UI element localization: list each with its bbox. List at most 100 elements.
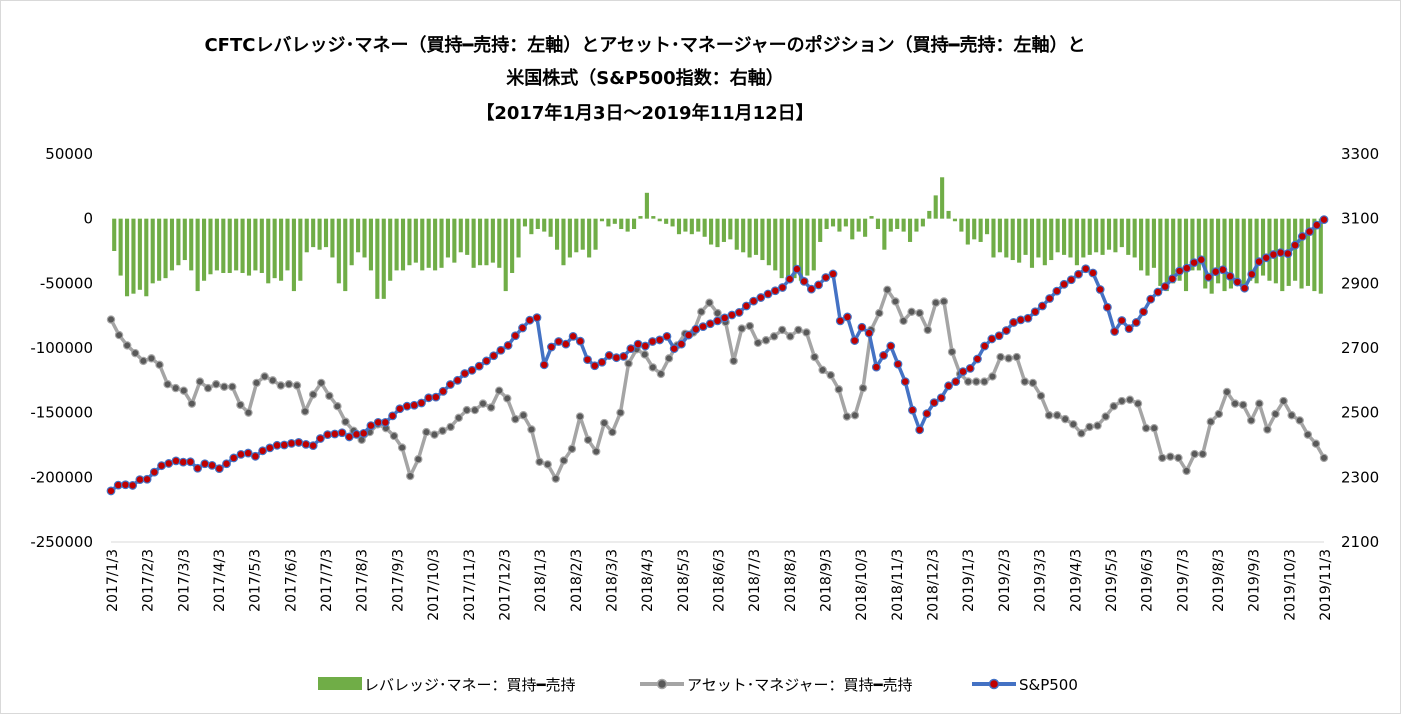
leverage-money-bar [477, 218, 483, 266]
asset-manager-point [915, 308, 924, 318]
asset-manager-point [494, 386, 504, 395]
y-right-tick-label: 3300 [1341, 145, 1379, 163]
leverage-money-bar [612, 218, 617, 224]
leverage-money-bar [497, 218, 502, 268]
sp500-point [893, 359, 903, 369]
leverage-money-bar [1094, 218, 1099, 253]
leverage-money-bar [458, 218, 463, 253]
sp500-point [1182, 263, 1192, 273]
asset-manager-point [1036, 391, 1046, 401]
sp500-point [1276, 248, 1286, 258]
asset-manager-point [1206, 417, 1215, 426]
asset-manager-point [397, 443, 407, 452]
leverage-money-bar [843, 218, 848, 227]
sp500-point [626, 344, 636, 354]
chart-title-line-1: CFTCレバレッジ･マネー（買持━売持：左軸）とアセット･マネージャーのポジショ… [204, 34, 1085, 56]
sp500-point [1124, 324, 1134, 334]
sp500-point [323, 430, 333, 440]
leverage-money-bar [914, 218, 919, 232]
asset-manager-point [1190, 449, 1199, 459]
sp500-point [474, 361, 484, 371]
leverage-money-bar [1318, 218, 1323, 294]
asset-manager-point [640, 350, 649, 359]
sp500-point [1088, 268, 1098, 278]
sp500-point [1240, 283, 1249, 293]
asset-manager-point [777, 325, 787, 335]
sp500-point [1038, 301, 1047, 311]
leverage-money-bar [683, 218, 688, 232]
x-tick-label: 2017/12/3 [497, 549, 513, 621]
leverage-money-bar [1171, 218, 1176, 284]
leverage-money-bar [670, 218, 675, 227]
x-tick-label: 2018/7/3 [747, 549, 763, 612]
sp500-point [1016, 315, 1026, 325]
leverage-money-bar [972, 218, 977, 240]
sp500-point [1023, 313, 1033, 323]
leverage-money-bar [1203, 218, 1208, 289]
sp500-point [222, 459, 231, 469]
sp500-point [417, 398, 426, 408]
asset-manager-point [1020, 377, 1029, 386]
asset-manager-point [470, 405, 480, 415]
sp500-point [106, 486, 116, 496]
asset-manager-point [875, 308, 884, 318]
x-tick-label: 2019/5/3 [1104, 549, 1120, 612]
leverage-money-bar [901, 218, 906, 232]
leverage-money-bar [773, 218, 778, 271]
leverage-money-bar [715, 218, 720, 248]
sp500-point [1059, 279, 1069, 289]
sp500-point [308, 441, 318, 451]
leverage-money-bar [625, 218, 630, 232]
sp500-point [121, 480, 130, 490]
sp500-point [1204, 272, 1213, 282]
y-right-tick-label: 2500 [1341, 404, 1379, 422]
sp500-point [828, 269, 838, 279]
asset-manager-point [551, 474, 560, 483]
x-tick-label: 2017/2/3 [141, 549, 157, 612]
sp500-point [207, 460, 217, 470]
leverage-money-bar [323, 218, 329, 248]
legend-label-asset-manager: アセット･マネジャー：買持━売持 [687, 676, 912, 694]
asset-manager-point [1214, 409, 1224, 419]
sp500-point [1110, 327, 1120, 336]
asset-manager-point [972, 377, 981, 386]
sp500-point [1081, 264, 1091, 274]
leverage-money-bar [227, 218, 232, 273]
leverage-money-bar [1010, 218, 1015, 261]
asset-manager-point [535, 457, 544, 467]
x-tick-label: 2018/12/3 [926, 549, 942, 621]
sp500-point [496, 345, 506, 355]
leverage-money-bar [792, 218, 797, 279]
sp500-point [359, 428, 369, 438]
leverage-money-bar [420, 218, 425, 271]
leverage-money-bar [1042, 218, 1047, 266]
leverage-money-bar [1074, 218, 1079, 266]
leverage-money-bar [304, 218, 309, 253]
leverage-money-bar [798, 218, 803, 281]
asset-manager-point [454, 413, 463, 423]
sp500-point [279, 440, 289, 450]
leverage-money-bar [676, 218, 682, 235]
x-tick-label: 2019/10/3 [1282, 549, 1298, 621]
asset-manager-point [624, 359, 633, 368]
asset-manager-point [1077, 429, 1086, 438]
x-tick-label: 2019/1/3 [961, 549, 977, 612]
sp500-point [1319, 215, 1329, 225]
asset-manager-point [527, 425, 536, 434]
leverage-money-bar [1241, 218, 1246, 286]
leverage-money-bar [413, 218, 418, 263]
asset-manager-point [430, 430, 439, 439]
sp500-point [590, 361, 600, 371]
leverage-money-bar [150, 218, 155, 284]
leverage-money-bar [279, 218, 284, 281]
leverage-money-bar [157, 218, 162, 281]
sp500-point [640, 341, 650, 351]
leverage-money-bar [1049, 218, 1054, 261]
leverage-money-bar [208, 218, 213, 275]
sp500-point [460, 369, 470, 378]
asset-manager-point [131, 348, 140, 358]
sp500-point [1102, 302, 1112, 312]
sp500-point [554, 337, 564, 346]
asset-manager-point [268, 376, 277, 385]
asset-manager-point [810, 352, 819, 362]
